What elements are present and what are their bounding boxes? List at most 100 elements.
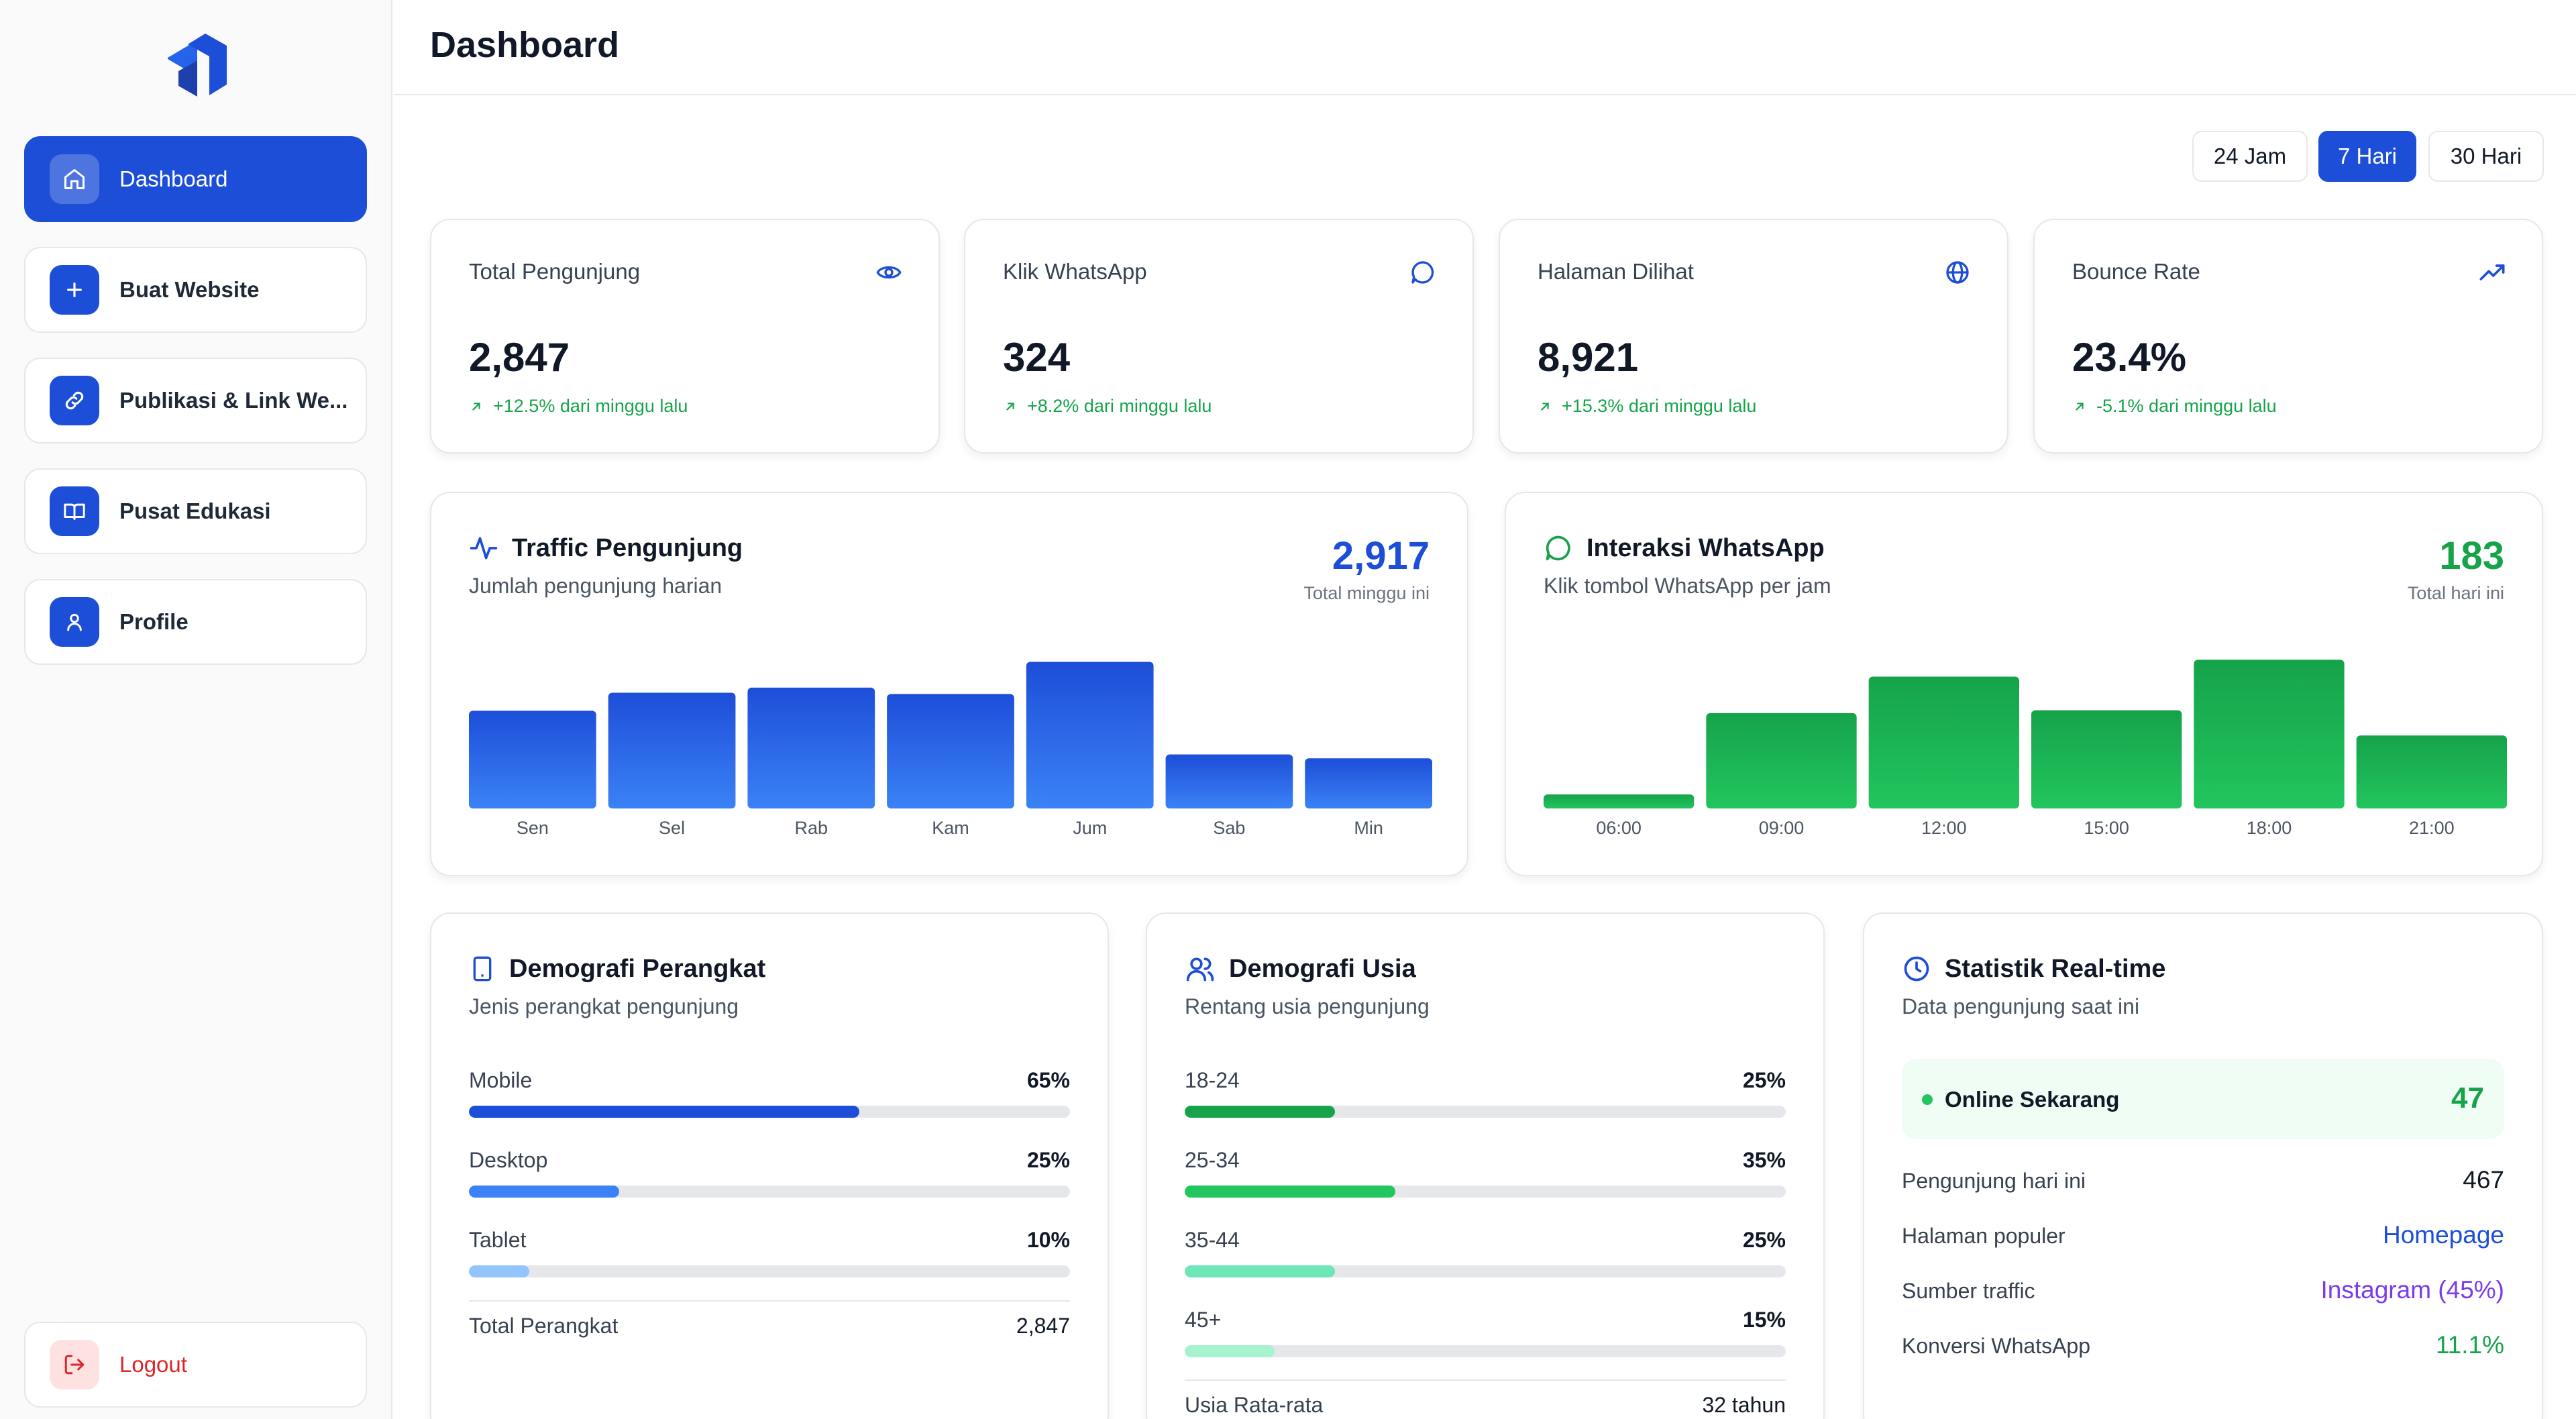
age-average-label: Usia Rata-rata — [1185, 1393, 1324, 1417]
eye-icon — [876, 266, 902, 279]
chart-bar[interactable] — [747, 687, 875, 808]
sidebar-item-dashboard[interactable]: Dashboard — [24, 136, 367, 222]
realtime-stats-card: Statistik Real-time Data pengunjung saat… — [1863, 912, 2543, 1419]
chart-bar[interactable] — [1868, 676, 2019, 808]
chart-bar[interactable] — [1706, 713, 1857, 808]
whatsapp-total: 183 — [2439, 534, 2504, 578]
whatsapp-subtitle: Klik tombol WhatsApp per jam — [1544, 574, 1831, 598]
sidebar-item-label: Buat Website — [119, 277, 260, 302]
sidebar-item-buat-website[interactable]: Buat Website — [24, 247, 367, 333]
realtime-row: Pengunjung hari ini 467 — [1902, 1166, 2504, 1202]
chart-bar[interactable] — [1544, 794, 1695, 808]
logout-button[interactable]: Logout — [24, 1322, 367, 1408]
progress-row: Mobile 65% — [469, 1068, 1070, 1122]
chart-bar[interactable] — [1026, 662, 1154, 809]
chart-bar[interactable] — [608, 692, 736, 809]
progress-label: 25-34 — [1185, 1148, 1240, 1172]
whatsapp-bar-chart: 06:00 09:00 12:00 15:00 18:00 21:00 — [1544, 660, 2507, 838]
progress-label: 35-44 — [1185, 1228, 1240, 1252]
realtime-row-value: Instagram (45%) — [2320, 1276, 2505, 1304]
stat-change-text: +8.2% dari minggu lalu — [1027, 396, 1212, 416]
chart-bar[interactable] — [1305, 758, 1432, 808]
age-card-title: Demografi Usia — [1185, 954, 1416, 984]
realtime-row-label: Pengunjung hari ini — [1902, 1169, 2086, 1193]
sidebar-item-label: Profile — [119, 609, 189, 634]
chart-tick-label: Sab — [1213, 818, 1245, 838]
users-icon — [1186, 957, 1214, 982]
logo-icon[interactable] — [165, 31, 228, 98]
realtime-row: Sumber traffic Instagram (45%) — [1902, 1276, 2505, 1312]
progress-label: 45+ — [1185, 1308, 1222, 1332]
progress-value: 25% — [1742, 1068, 1786, 1092]
progress-fill — [469, 1265, 529, 1277]
realtime-title-text: Statistik Real-time — [1945, 954, 2166, 983]
traffic-chart-title: Traffic Pengunjung — [469, 533, 743, 563]
tablet-icon — [473, 956, 492, 982]
progress-value: 65% — [1026, 1068, 1070, 1092]
page-title: Dashboard — [430, 25, 620, 65]
progress-track — [1185, 1106, 1786, 1118]
progress-fill — [1185, 1265, 1335, 1277]
progress-value: 25% — [1742, 1228, 1786, 1252]
progress-row: 18-24 25% — [1185, 1068, 1786, 1122]
progress-track — [469, 1186, 1070, 1198]
stat-value: 23.4% — [2072, 335, 2187, 380]
chart-tick-label: 12:00 — [1921, 818, 1967, 838]
book-icon — [50, 486, 99, 536]
device-subtitle: Jenis perangkat pengunjung — [469, 994, 739, 1018]
range-24-jam-button[interactable]: 24 Jam — [2192, 131, 2308, 182]
stat-change-text: +15.3% dari minggu lalu — [1562, 396, 1757, 416]
online-now-box: Online Sekarang 47 — [1902, 1059, 2504, 1139]
online-count: 47 — [2451, 1082, 2484, 1114]
sidebar-item-label: Publikasi & Link We... — [119, 388, 348, 413]
stat-change-text: -5.1% dari minggu lalu — [2096, 396, 2277, 416]
arrow-up-right-icon — [472, 402, 480, 411]
stat-card-bounce-rate: Bounce Rate 23.4% -5.1% dari minggu lalu — [2033, 219, 2543, 454]
divider — [469, 1300, 1070, 1302]
device-total-label: Total Perangkat — [469, 1314, 619, 1338]
progress-fill — [1185, 1345, 1275, 1357]
online-status-dot — [1922, 1094, 1933, 1105]
stat-value: 8,921 — [1538, 335, 1639, 380]
link-icon — [50, 376, 99, 425]
progress-fill — [1185, 1186, 1395, 1198]
chart-tick-label: Rab — [795, 818, 828, 838]
traffic-total: 2,917 — [1332, 534, 1430, 578]
realtime-row-value: 11.1% — [2435, 1331, 2504, 1359]
traffic-title-text: Traffic Pengunjung — [512, 533, 743, 562]
arrow-up-right-icon — [1006, 402, 1014, 411]
sidebar-item-publikasi[interactable]: Publikasi & Link We... — [24, 358, 367, 443]
progress-label: 18-24 — [1185, 1068, 1240, 1092]
progress-label: Tablet — [469, 1228, 527, 1252]
progress-value: 10% — [1026, 1228, 1070, 1252]
chart-bar[interactable] — [887, 694, 1014, 808]
realtime-row: Konversi WhatsApp 11.1% — [1902, 1331, 2504, 1367]
stat-label: Klik WhatsApp — [1003, 259, 1147, 284]
chart-bar[interactable] — [469, 711, 596, 808]
sidebar-item-pusat-edukasi[interactable]: Pusat Edukasi — [24, 468, 367, 554]
age-title-text: Demografi Usia — [1229, 954, 1416, 983]
chart-bar[interactable] — [2194, 660, 2345, 808]
range-7-hari-button[interactable]: 7 Hari — [2318, 131, 2416, 182]
stat-change: +8.2% dari minggu lalu — [1003, 396, 1212, 417]
sidebar-item-profile[interactable]: Profile — [24, 579, 367, 665]
chart-bar[interactable] — [2356, 735, 2507, 808]
globe-icon — [1946, 261, 1969, 284]
traffic-subtitle: Jumlah pengunjung harian — [469, 574, 722, 598]
traffic-total-label: Total minggu ini — [1303, 583, 1430, 603]
stat-value: 2,847 — [469, 335, 570, 380]
range-30-hari-button[interactable]: 30 Hari — [2428, 131, 2544, 182]
chart-bar[interactable] — [1165, 754, 1293, 809]
logout-icon — [50, 1340, 99, 1389]
chart-bar[interactable] — [2031, 710, 2182, 808]
stat-change: +15.3% dari minggu lalu — [1538, 396, 1756, 417]
arrow-up-right-icon — [1541, 402, 1549, 411]
trending-up-icon — [2479, 264, 2505, 280]
message-icon — [1411, 261, 1434, 284]
age-subtitle: Rentang usia pengunjung — [1185, 994, 1430, 1018]
progress-track — [1185, 1265, 1786, 1277]
chart-tick-label: 15:00 — [2084, 818, 2129, 838]
chart-tick-label: 18:00 — [2247, 818, 2292, 838]
realtime-row-value: Homepage — [2382, 1221, 2504, 1249]
home-icon — [50, 154, 99, 204]
